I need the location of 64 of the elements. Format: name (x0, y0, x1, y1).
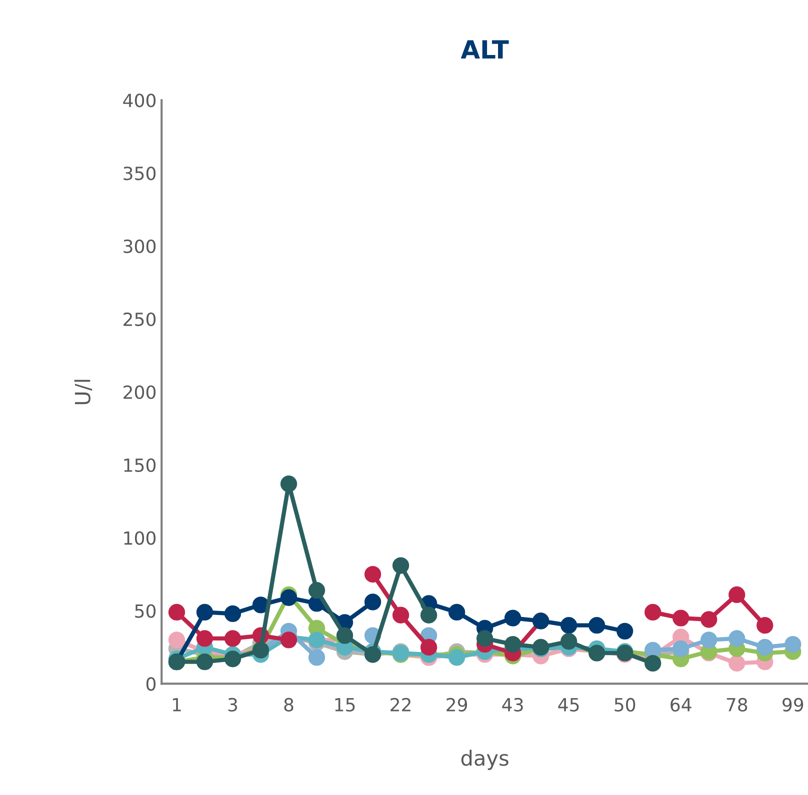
y-tick-label: 200 (124, 385, 156, 400)
point (280, 632, 298, 648)
x-axis-title: days (461, 750, 508, 770)
point (224, 605, 242, 622)
y-tick-label: 0 (146, 677, 156, 691)
point (728, 630, 746, 647)
point (196, 653, 214, 670)
point (420, 606, 438, 624)
point (476, 630, 494, 647)
point (392, 557, 410, 574)
point (364, 594, 382, 610)
x-tick-label: 3 (228, 698, 238, 712)
x-tick-label: 45 (558, 698, 579, 712)
point (280, 589, 298, 606)
point (280, 476, 298, 492)
point (504, 636, 522, 653)
point (336, 627, 354, 644)
y-tick-label: 50 (135, 604, 156, 618)
chart-title: ALT (460, 40, 509, 59)
x-tick-label: 15 (335, 698, 355, 712)
point (700, 611, 718, 628)
point (672, 610, 690, 626)
point (196, 630, 214, 647)
point (756, 617, 774, 634)
point (364, 566, 382, 583)
point (168, 632, 186, 648)
y-tick-label: 300 (124, 240, 156, 254)
y-tick-label: 100 (124, 531, 156, 545)
x-tick-label: 64 (670, 698, 692, 712)
x-tick-label: 50 (614, 698, 636, 712)
y-tick-label: 250 (124, 312, 156, 326)
point (560, 617, 578, 634)
point (728, 654, 746, 672)
point (672, 640, 690, 658)
point (448, 604, 466, 621)
x-tick-label: 99 (782, 698, 804, 712)
point (224, 630, 242, 647)
x-tick-label: 29 (446, 698, 468, 712)
x-tick-label: 78 (726, 698, 748, 712)
point (308, 649, 326, 666)
point (560, 633, 578, 650)
x-tick-label: 1 (172, 698, 181, 712)
point (784, 636, 802, 653)
point (168, 604, 186, 621)
point (448, 649, 466, 666)
point (756, 638, 774, 656)
point (392, 606, 410, 624)
point (588, 617, 606, 634)
y-tick-label: 150 (124, 458, 156, 472)
y-tick-label: 400 (123, 94, 156, 108)
point (420, 638, 438, 656)
point (644, 604, 662, 621)
point (644, 654, 662, 672)
point (504, 610, 522, 626)
y-tick-label: 350 (124, 166, 156, 180)
y-axis-title: U/l (74, 380, 92, 404)
x-tick-label: 8 (284, 698, 294, 712)
point (700, 632, 718, 648)
x-tick-label: 43 (502, 698, 523, 712)
point (728, 586, 746, 604)
point (196, 604, 214, 621)
point (308, 582, 326, 599)
point (616, 622, 634, 640)
x-tick-label: 22 (390, 698, 410, 712)
